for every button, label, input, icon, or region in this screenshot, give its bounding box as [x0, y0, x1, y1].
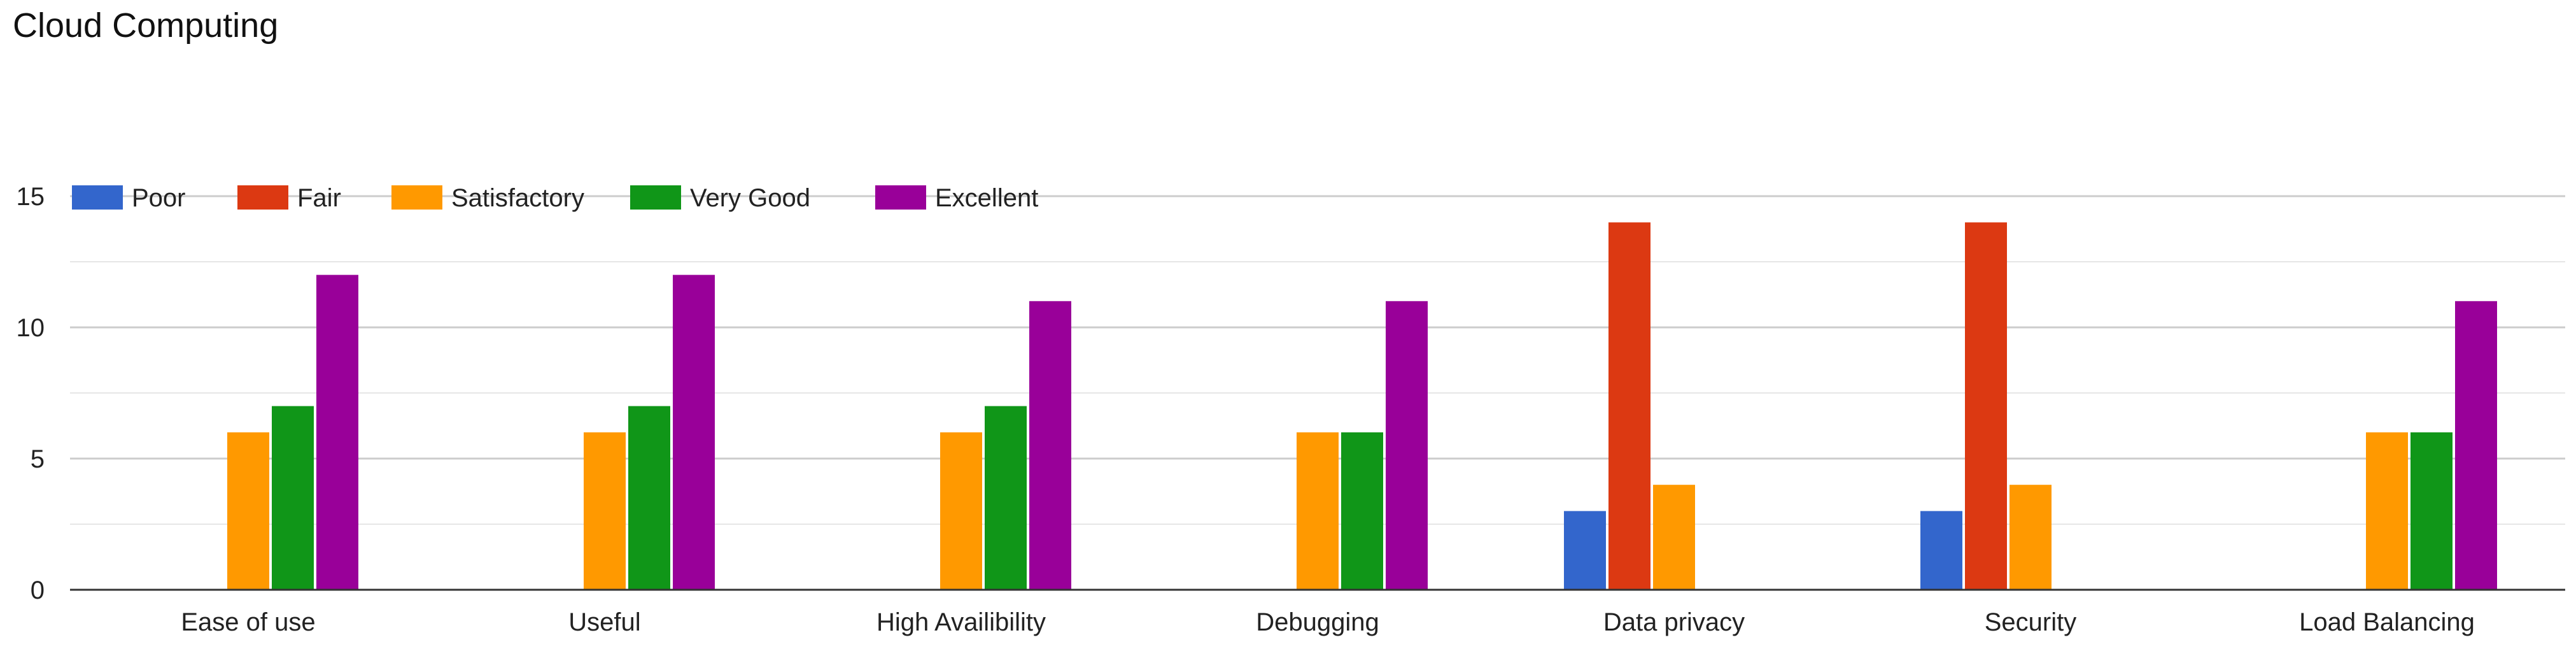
legend-swatch: [630, 185, 681, 210]
y-tick-label: 5: [31, 445, 45, 473]
y-tick-label: 10: [17, 314, 45, 342]
legend: Poor Fair Satisfactory Very Good Excellent: [72, 184, 1038, 212]
x-tick-label: High Availibility: [876, 608, 1046, 636]
legend-label: Excellent: [935, 184, 1038, 212]
bar-poor: [1564, 511, 1606, 590]
bar-very-good: [272, 406, 314, 590]
bar-excellent: [1029, 301, 1071, 590]
bar-very-good: [628, 406, 670, 590]
x-tick-label: Data privacy: [1603, 608, 1745, 636]
bar-satisfactory: [584, 432, 626, 590]
bars: [227, 222, 2497, 590]
x-tick-label: Useful: [568, 608, 640, 636]
legend-label: Fair: [297, 184, 341, 212]
legend-label: Very Good: [690, 184, 810, 212]
bar-excellent: [2455, 301, 2497, 590]
bar-very-good: [985, 406, 1027, 590]
bar-satisfactory: [940, 432, 982, 590]
y-tick-label: 0: [31, 576, 45, 604]
chart-title: Cloud Computing: [13, 6, 278, 45]
y-tick-label: 15: [17, 183, 45, 211]
legend-swatch: [237, 185, 288, 210]
bar-excellent: [1386, 301, 1428, 590]
bar-poor: [1920, 511, 1962, 590]
gridlines: [70, 195, 2565, 525]
x-tick-label: Ease of use: [181, 608, 315, 636]
x-tick-label: Debugging: [1256, 608, 1379, 636]
legend-swatch: [72, 185, 123, 210]
bar-very-good: [1341, 432, 1383, 590]
bar-satisfactory: [2009, 485, 2052, 590]
bar-excellent: [316, 275, 358, 590]
bar-satisfactory: [227, 432, 269, 590]
legend-swatch: [391, 185, 442, 210]
legend-swatch: [875, 185, 926, 210]
legend-label: Poor: [132, 184, 186, 212]
x-axis-labels: Ease of use Useful High Availibility Debugg…: [181, 608, 2475, 636]
bar-very-good: [2411, 432, 2453, 590]
bar-fair: [1965, 222, 2007, 590]
y-axis-ticks: 0 5 10 15: [17, 183, 45, 604]
bar-excellent: [673, 275, 715, 590]
bar-satisfactory: [1653, 485, 1695, 590]
x-tick-label: Security: [1985, 608, 2077, 636]
bar-satisfactory: [1297, 432, 1339, 590]
legend-label: Satisfactory: [451, 184, 584, 212]
x-tick-label: Load Balancing: [2299, 608, 2475, 636]
bar-satisfactory: [2366, 432, 2408, 590]
bar-fair: [1608, 222, 1650, 590]
